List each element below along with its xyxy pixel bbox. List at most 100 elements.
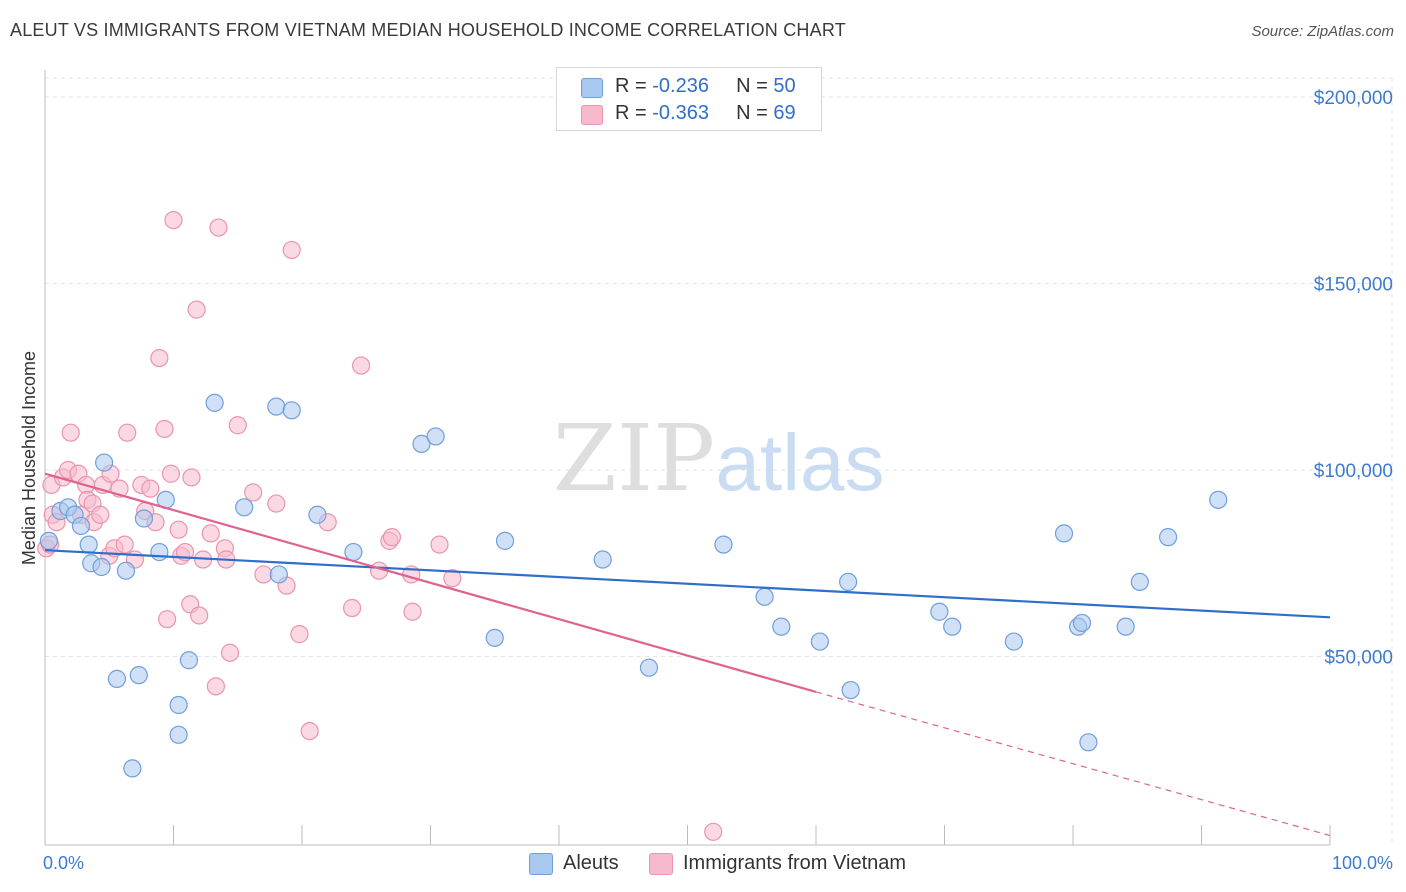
- vietnam-point: [300, 721, 319, 741]
- legend-n-value-aleuts: 50: [773, 75, 796, 97]
- vietnam-point: [201, 524, 220, 543]
- legend-swatch-vietnam: [581, 105, 603, 125]
- vietnam-point: [343, 598, 362, 618]
- aleuts-point: [79, 535, 98, 554]
- vietnam-point: [443, 569, 462, 588]
- vietnam-point: [115, 535, 134, 554]
- aleuts-point: [71, 516, 91, 536]
- vietnam-point: [704, 822, 723, 841]
- source-note: Source: ZipAtlas.com: [1251, 23, 1394, 40]
- aleuts-point: [810, 632, 829, 651]
- aleuts-point: [639, 658, 659, 677]
- y-tick-label: $50,000: [1324, 648, 1393, 669]
- stats-legend: R = -0.236 N = 50 R = -0.363 N = 69: [556, 67, 822, 131]
- aleuts-point: [1004, 632, 1023, 651]
- vietnam-point: [164, 210, 183, 230]
- aleuts-point: [95, 453, 114, 472]
- aleuts-point: [1116, 617, 1135, 636]
- series-aleuts-points: [39, 393, 1228, 778]
- aleuts-point: [930, 602, 949, 621]
- vietnam-point: [282, 240, 301, 260]
- vietnam-point: [244, 483, 263, 502]
- aleuts-point: [1209, 490, 1228, 509]
- aleuts-point: [714, 535, 733, 554]
- legend-n-label: N =: [736, 102, 774, 124]
- legend-r-value-vietnam: -0.363: [652, 102, 709, 124]
- x-tick-max: 100.0%: [1332, 853, 1393, 873]
- vietnam-point: [182, 468, 201, 487]
- vietnam-point: [352, 356, 371, 375]
- vietnam-point: [190, 606, 209, 625]
- vietnam-point: [220, 643, 240, 662]
- vietnam-point: [91, 505, 110, 524]
- y-axis-label: Median Household Income: [19, 351, 39, 565]
- vietnam-point: [157, 610, 177, 629]
- vietnam-point: [161, 464, 181, 483]
- watermark-atlas: atlas: [716, 418, 885, 507]
- aleuts-point: [772, 617, 791, 636]
- legend-swatch-aleuts: [581, 78, 603, 98]
- aleuts-point: [116, 561, 136, 580]
- vietnam-point: [61, 423, 80, 442]
- aleuts-point: [169, 725, 188, 744]
- legend-r-label: R =: [615, 102, 653, 124]
- vietnam-point: [430, 535, 449, 554]
- aleuts-point: [495, 531, 515, 550]
- aleuts-point: [107, 669, 127, 688]
- aleuts-point: [123, 759, 142, 778]
- aleuts-point: [485, 628, 504, 647]
- aleuts-point: [267, 397, 286, 416]
- x-tick-min: 0.0%: [43, 853, 84, 873]
- aleuts-point: [282, 401, 301, 420]
- y-tick-label: $100,000: [1314, 461, 1393, 482]
- vietnam-point: [206, 677, 226, 696]
- bottom-legend-label-aleuts: Aleuts: [563, 852, 619, 874]
- legend-r-value-aleuts: -0.236: [652, 75, 709, 97]
- vietnam-point: [209, 218, 228, 237]
- aleuts-point: [169, 695, 188, 715]
- vietnam-point: [228, 416, 247, 435]
- aleuts-point: [134, 509, 154, 528]
- aleuts-point: [755, 587, 774, 606]
- bottom-swatch-aleuts: [529, 853, 553, 875]
- aleuts-point: [1054, 524, 1074, 543]
- axes: [44, 70, 1331, 846]
- aleuts-point: [412, 434, 431, 453]
- watermark: ZIP atlas: [553, 405, 885, 512]
- vietnam-trend-extension: [815, 691, 1331, 837]
- vietnam-point: [382, 528, 402, 547]
- trend-lines: [44, 472, 1331, 837]
- aleuts-point: [593, 550, 612, 569]
- watermark-zip: ZIP: [553, 405, 715, 512]
- aleuts-point: [839, 572, 858, 592]
- aleuts-point: [269, 565, 288, 584]
- aleuts-point: [39, 531, 58, 550]
- bottom-swatch-vietnam: [649, 853, 673, 875]
- vietnam-point: [155, 419, 174, 439]
- aleuts-point: [179, 651, 199, 670]
- legend-n-value-vietnam: 69: [773, 102, 796, 124]
- aleuts-point: [1072, 613, 1092, 633]
- aleuts-point: [308, 505, 327, 524]
- vietnam-point: [254, 565, 273, 584]
- aleuts-point: [1130, 572, 1149, 592]
- aleuts-point: [235, 498, 254, 517]
- vietnam-point: [150, 349, 169, 368]
- y-tick-label: $200,000: [1314, 88, 1393, 109]
- vietnam-point: [403, 602, 422, 621]
- aleuts-point: [92, 557, 111, 577]
- chart-title: ALEUT VS IMMIGRANTS FROM VIETNAM MEDIAN …: [10, 20, 846, 40]
- aleuts-point: [344, 542, 363, 562]
- aleuts-point: [943, 617, 962, 636]
- legend-r-label: R =: [615, 75, 653, 97]
- vietnam-point: [141, 479, 160, 498]
- aleuts-point: [1158, 528, 1178, 547]
- vietnam-point: [290, 625, 309, 644]
- aleuts-point: [426, 427, 445, 446]
- y-tick-labels: $50,000 $100,000 $150,000 $200,000: [1314, 88, 1393, 669]
- vietnam-point: [169, 520, 188, 539]
- bottom-legend-label-vietnam: Immigrants from Vietnam: [683, 852, 907, 874]
- aleuts-point: [205, 393, 224, 412]
- y-tick-label: $150,000: [1314, 275, 1393, 296]
